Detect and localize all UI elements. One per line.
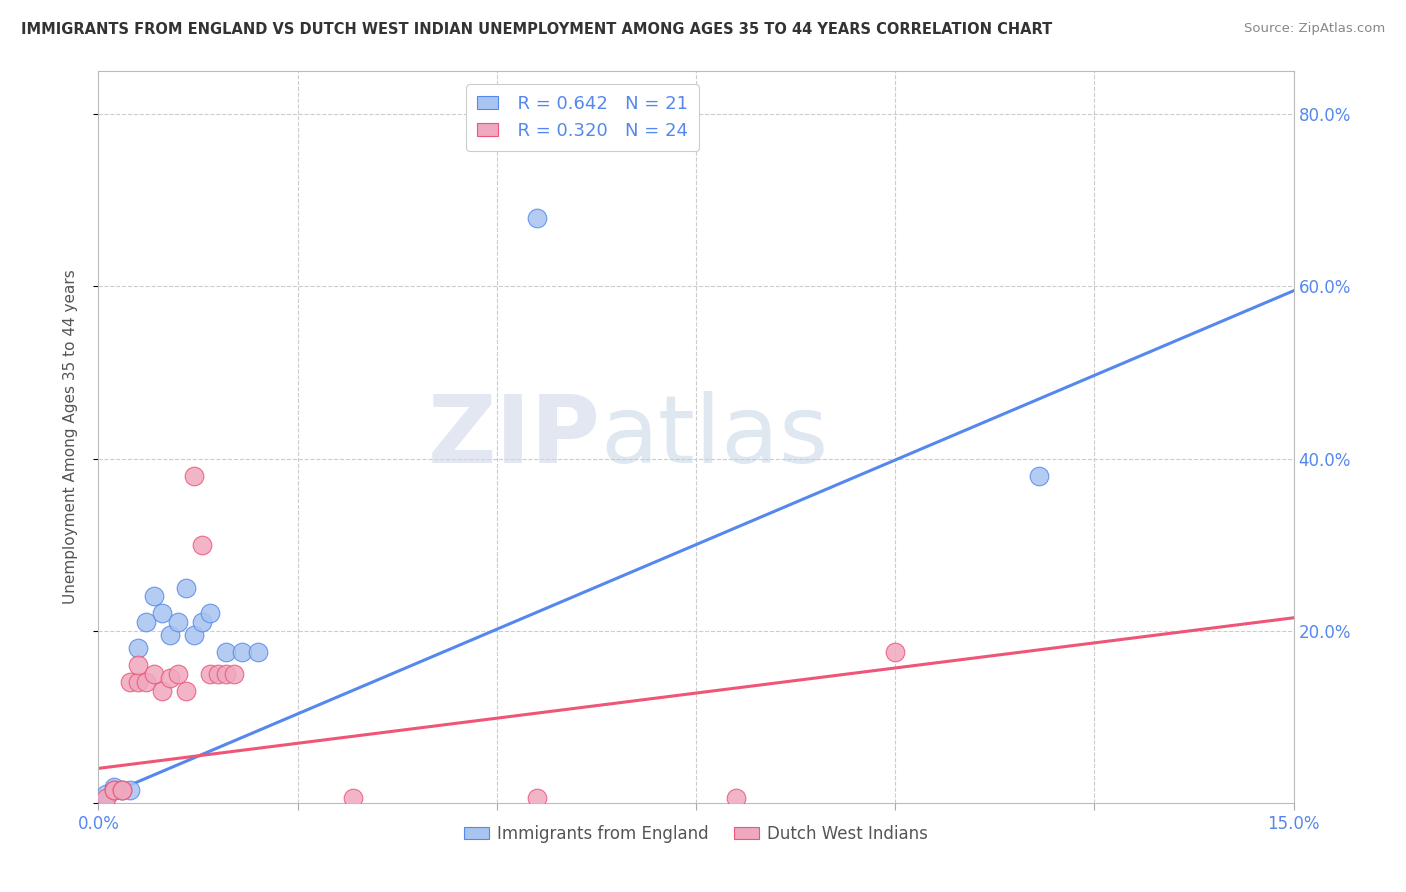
- Point: [111, 783, 134, 797]
- Point: [724, 791, 747, 805]
- Point: [526, 211, 548, 225]
- Legend: Immigrants from England, Dutch West Indians: Immigrants from England, Dutch West Indi…: [457, 818, 935, 849]
- Point: [96, 791, 118, 805]
- Point: [174, 684, 197, 698]
- Point: [111, 783, 134, 797]
- Point: [96, 791, 118, 805]
- Point: [198, 607, 221, 621]
- Point: [135, 615, 157, 629]
- Point: [246, 645, 269, 659]
- Point: [884, 645, 907, 659]
- Point: [120, 675, 142, 690]
- Point: [215, 645, 238, 659]
- Point: [150, 684, 173, 698]
- Point: [222, 666, 245, 681]
- Point: [96, 787, 118, 801]
- Point: [526, 791, 548, 805]
- Point: [127, 640, 149, 655]
- Point: [198, 666, 221, 681]
- Point: [183, 468, 205, 483]
- Point: [103, 783, 125, 797]
- Point: [159, 628, 181, 642]
- Point: [135, 675, 157, 690]
- Point: [150, 607, 173, 621]
- Point: [143, 589, 166, 603]
- Point: [167, 615, 190, 629]
- Point: [174, 581, 197, 595]
- Point: [215, 666, 238, 681]
- Point: [120, 783, 142, 797]
- Point: [1028, 468, 1050, 483]
- Point: [127, 675, 149, 690]
- Point: [111, 783, 134, 797]
- Point: [342, 791, 364, 805]
- Y-axis label: Unemployment Among Ages 35 to 44 years: Unemployment Among Ages 35 to 44 years: [63, 269, 77, 605]
- Point: [183, 628, 205, 642]
- Point: [191, 538, 214, 552]
- Point: [143, 666, 166, 681]
- Point: [103, 780, 125, 795]
- Point: [103, 783, 125, 797]
- Point: [191, 615, 214, 629]
- Text: ZIP: ZIP: [427, 391, 600, 483]
- Point: [207, 666, 229, 681]
- Point: [103, 783, 125, 797]
- Point: [159, 671, 181, 685]
- Text: atlas: atlas: [600, 391, 828, 483]
- Point: [127, 658, 149, 673]
- Text: IMMIGRANTS FROM ENGLAND VS DUTCH WEST INDIAN UNEMPLOYMENT AMONG AGES 35 TO 44 YE: IMMIGRANTS FROM ENGLAND VS DUTCH WEST IN…: [21, 22, 1052, 37]
- Text: Source: ZipAtlas.com: Source: ZipAtlas.com: [1244, 22, 1385, 36]
- Point: [231, 645, 253, 659]
- Point: [167, 666, 190, 681]
